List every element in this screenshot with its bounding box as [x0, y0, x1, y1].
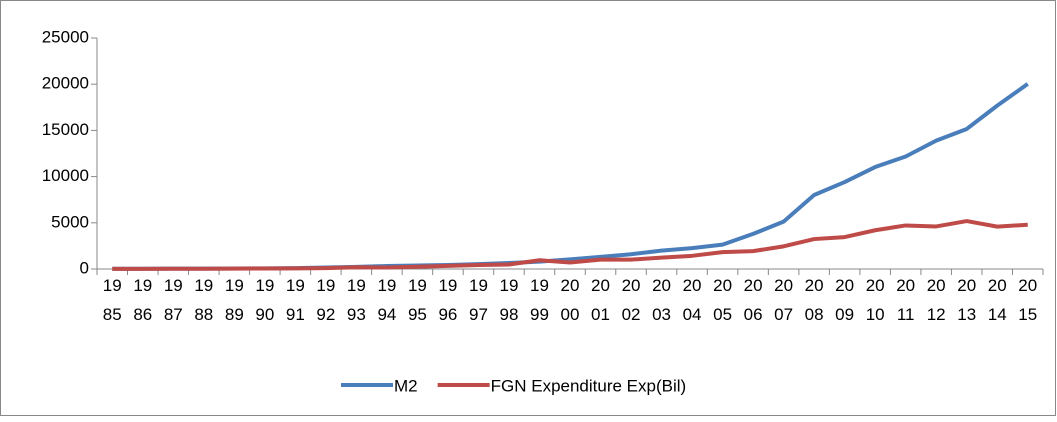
x-tick-label: 19 91	[286, 276, 305, 324]
y-tick-label: 25000	[42, 27, 89, 46]
x-tick-label: 19 95	[408, 276, 427, 324]
legend-label: M2	[394, 376, 418, 395]
x-tick-label: 20 14	[988, 276, 1007, 324]
y-tick-label: 10000	[42, 166, 89, 185]
x-tick-label: 20 08	[805, 276, 824, 324]
x-tick-label: 20 02	[622, 276, 641, 324]
x-tick-label: 19 98	[500, 276, 519, 324]
x-tick-label: 19 92	[316, 276, 335, 324]
x-tick-label: 19 88	[194, 276, 213, 324]
x-tick-label: 20 07	[774, 276, 793, 324]
x-tick-label: 19 93	[347, 276, 366, 324]
y-tick-label: 20000	[42, 74, 89, 93]
x-tick-label: 19 85	[103, 276, 122, 324]
x-tick-label: 20 06	[744, 276, 763, 324]
y-tick-label: 0	[80, 258, 89, 277]
x-tick-label: 19 87	[164, 276, 183, 324]
x-tick-label: 19 97	[469, 276, 488, 324]
x-tick-label: 20 15	[1018, 276, 1037, 324]
y-tick-label: 15000	[42, 120, 89, 139]
x-tick-label: 20 09	[835, 276, 854, 324]
y-tick-label: 5000	[51, 212, 89, 231]
x-tick-label: 20 05	[713, 276, 732, 324]
x-tick-label: 20 13	[957, 276, 976, 324]
x-tick-label: 19 86	[133, 276, 152, 324]
x-tick-label: 19 99	[530, 276, 549, 324]
x-tick-label: 20 01	[591, 276, 610, 324]
x-tick-label: 20 04	[683, 276, 702, 324]
x-tick-label: 20 03	[652, 276, 671, 324]
series-line	[112, 219, 1028, 271]
x-tick-label: 20 11	[896, 276, 915, 324]
x-tick-label: 19 89	[225, 276, 244, 324]
x-tick-label: 20 12	[927, 276, 946, 324]
legend-label: FGN Expenditure Exp(Bil)	[491, 376, 687, 395]
x-tick-label: 19 94	[377, 276, 396, 324]
x-tick-label: 19 90	[255, 276, 274, 324]
x-tick-label: 20 10	[866, 276, 885, 324]
x-tick-label: 19 96	[438, 276, 457, 324]
x-tick-label: 20 00	[561, 276, 580, 324]
